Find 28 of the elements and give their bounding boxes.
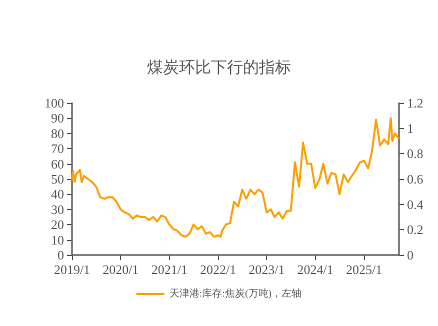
- x-tick-label: 2019/1: [54, 262, 90, 277]
- x-tick-label: 2024/1: [297, 262, 334, 277]
- y-tick-label: 80: [51, 126, 64, 141]
- x-tick-label: 2022/1: [200, 262, 236, 277]
- y2-tick-label: 0.2: [407, 222, 424, 238]
- y-tick-label: 60: [51, 156, 64, 172]
- y2-tick-label: 0.6: [407, 172, 424, 186]
- x-tick-label: 2025/1: [346, 262, 382, 277]
- y-tick-label: 0: [58, 248, 64, 262]
- y2-tick-label: 0.4: [407, 196, 424, 212]
- x-tick-label: 2020/1: [102, 262, 139, 277]
- y-tick-label: 100: [44, 96, 64, 110]
- y2-tick-label: 0.8: [407, 146, 424, 162]
- y-tick-label: 20: [51, 217, 64, 232]
- y-tick-label: 30: [51, 202, 64, 217]
- chart-title: 煤炭环比下行的指标: [147, 58, 291, 76]
- legend-label: 天津港:库存:焦炭(万吨)，左轴: [169, 288, 302, 300]
- y2-tick-label: 1: [407, 120, 414, 136]
- y-tick-label: 90: [51, 110, 64, 126]
- line-series: [71, 117, 400, 238]
- y-tick-label: 40: [51, 186, 64, 202]
- x-tick-label: 2021/1: [151, 262, 188, 277]
- x-tick-label: 2023/1: [248, 262, 285, 277]
- y-tick-label: 50: [51, 172, 64, 186]
- y2-tick-label: 0: [407, 248, 414, 262]
- y2-tick-label: 1.2: [407, 96, 424, 110]
- y-tick-label: 10: [51, 232, 64, 248]
- y-tick-label: 70: [51, 141, 64, 156]
